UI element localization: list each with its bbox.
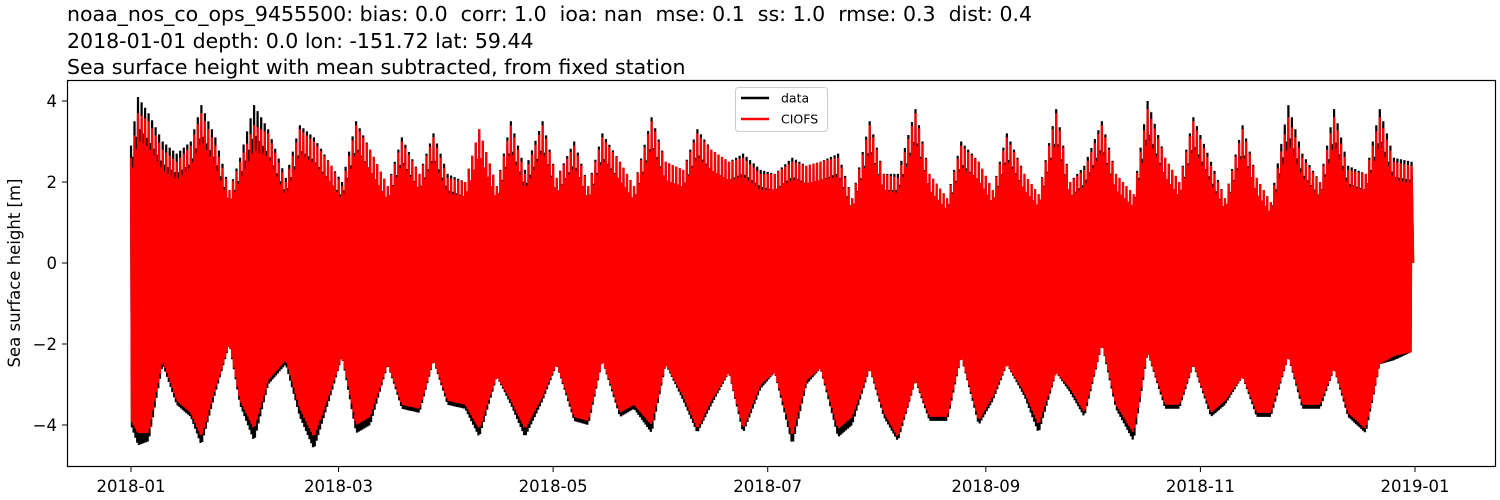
y-tick-label: 2 — [47, 173, 58, 192]
x-tick-label: 2018-03 — [304, 477, 373, 496]
chart-title-description: Sea surface height with mean subtracted,… — [67, 55, 686, 79]
x-tick-label: 2018-05 — [519, 477, 588, 496]
y-tick-label: −4 — [33, 416, 57, 435]
axes-frame — [66, 79, 1497, 468]
y-tick-label: 0 — [47, 254, 58, 273]
x-tick-label: 2018-01 — [97, 477, 166, 496]
x-tick-label: 2019-01 — [1381, 477, 1450, 496]
x-tick-label: 2018-11 — [1166, 477, 1235, 496]
x-tick-label: 2018-07 — [733, 477, 802, 496]
chart-title-location: 2018-01-01 depth: 0.0 lon: -151.72 lat: … — [67, 29, 534, 53]
y-axis: −4 −2 0 2 4 — [33, 92, 67, 435]
y-axis-label: Sea surface height [m] — [5, 179, 24, 368]
y-tick-label: 4 — [47, 92, 58, 111]
legend-label-data: data — [781, 91, 809, 106]
series-ciofs-line — [129, 109, 1415, 436]
x-tick-label: 2018-09 — [951, 477, 1020, 496]
chart-title-stats: noaa_nos_co_ops_9455500: bias: 0.0 corr:… — [67, 2, 1033, 26]
x-axis: 2018-01 2018-03 2018-05 2018-07 2018-09 2018-… — [97, 467, 1450, 496]
series-layer — [129, 96, 1415, 448]
y-tick-label: −2 — [33, 335, 57, 354]
legend: data CIOFS — [735, 87, 828, 132]
legend-label-ciofs: CIOFS — [781, 112, 818, 127]
